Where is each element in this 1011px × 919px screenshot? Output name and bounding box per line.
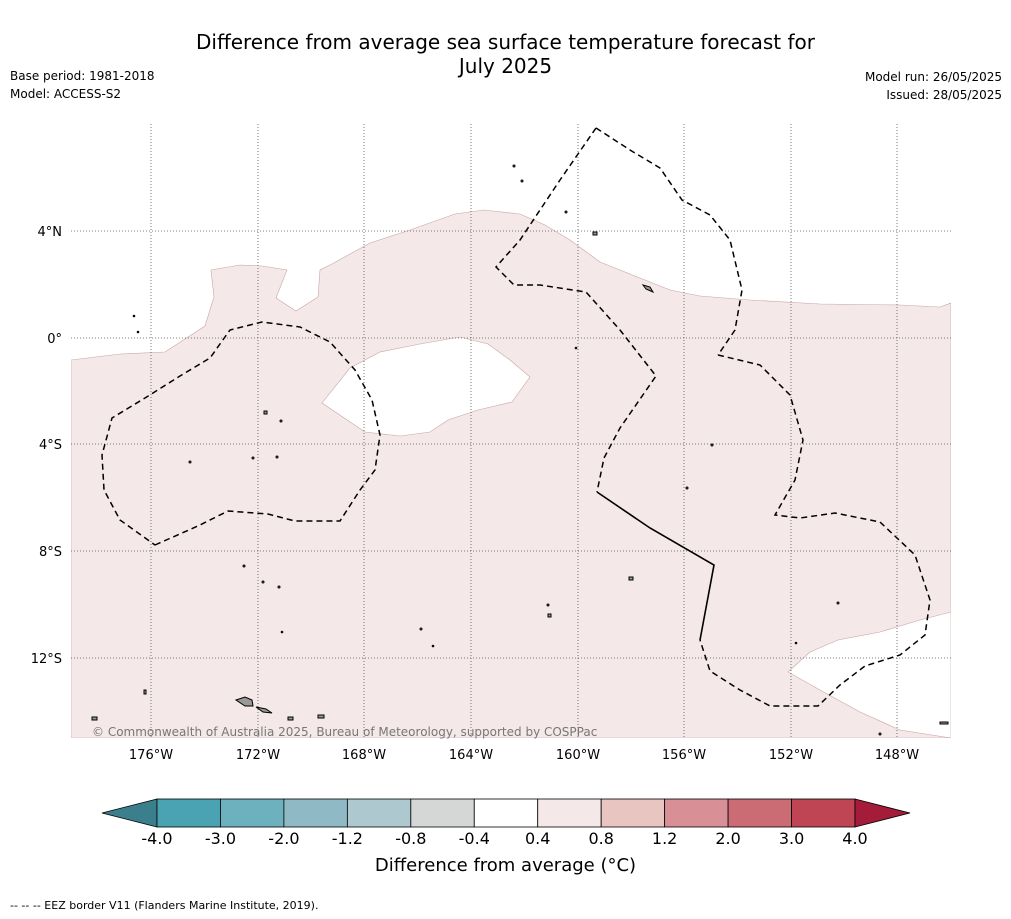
lat-label: 4°N — [38, 225, 63, 240]
issued-date: Issued: 28/05/2025 — [886, 88, 1002, 102]
eez-border-east — [699, 354, 931, 707]
lon-label: 148°W — [875, 748, 919, 763]
islands — [91, 164, 949, 736]
colorbar-cell — [283, 798, 348, 828]
graticule — [71, 124, 951, 738]
colorbar-tick-label: -0.8 — [395, 829, 426, 848]
title-line-1: Difference from average sea surface temp… — [195, 30, 815, 54]
colorbar-tick-label: -4.0 — [141, 829, 172, 848]
colorbar-cell — [664, 798, 729, 828]
anomaly-positive-area — [71, 209, 951, 738]
samoa-island-2 — [255, 706, 273, 714]
meta-right: Model run: 26/05/2025 Issued: 28/05/2025 — [865, 68, 1002, 104]
colorbar-tick-label: -1.2 — [332, 829, 363, 848]
colorbar-cell — [220, 798, 285, 828]
lon-label: 168°W — [342, 748, 386, 763]
meta-left: Base period: 1981-2018 Model: ACCESS-S2 — [10, 67, 155, 103]
eez-solid-border — [596, 491, 715, 641]
colorbar-cell — [791, 798, 856, 828]
colorbar-cells — [101, 798, 911, 828]
colorbar-cell — [600, 798, 666, 828]
colorbar-extend-min — [101, 798, 158, 828]
colorbar: -4.0 -3.0 -2.0 -1.2 -0.8 -0.4 0.4 0.8 1.2 2.0 3.0 4… — [101, 798, 911, 848]
colorbar-extend-max — [854, 798, 911, 828]
lon-label: 164°W — [449, 748, 493, 763]
anomaly-field — [71, 209, 951, 738]
colorbar-tick-label: -2.0 — [268, 829, 299, 848]
colorbar-tick-label: 0.4 — [525, 829, 550, 848]
colorbar-cell — [156, 798, 221, 828]
base-period: Base period: 1981-2018 — [10, 69, 155, 83]
lon-label: 176°W — [129, 748, 173, 763]
colorbar-tick-label: -0.4 — [459, 829, 490, 848]
lon-label: 172°W — [236, 748, 280, 763]
lat-label: 4°S — [39, 438, 62, 453]
colorbar-tick-label: -3.0 — [205, 829, 236, 848]
lat-label: 8°S — [39, 545, 62, 560]
longitude-labels: 176°W 172°W 168°W 164°W 160°W 156°W 152°… — [129, 748, 919, 763]
colorbar-cell — [727, 798, 792, 828]
colorbar-cell — [537, 798, 602, 828]
eez-footnote: -- -- -- EEZ border V11 (Flanders Marine… — [10, 899, 319, 912]
eez-border-west — [101, 321, 381, 546]
colorbar-tick-labels: -4.0 -3.0 -2.0 -1.2 -0.8 -0.4 0.4 0.8 1.2 2.0 3.0 4… — [141, 829, 867, 848]
model-name: Model: ACCESS-S2 — [10, 87, 122, 101]
colorbar-tick-label: 2.0 — [715, 829, 740, 848]
model-run: Model run: 26/05/2025 — [864, 70, 1002, 84]
map-title: Difference from average sea surface temp… — [0, 30, 1011, 78]
eez-border-north — [595, 127, 743, 356]
lat-label: 12°S — [31, 652, 62, 667]
colorbar-title: Difference from average (°C) — [374, 855, 637, 876]
lon-label: 152°W — [769, 748, 813, 763]
colorbar-cell — [410, 798, 475, 828]
colorbar-cell — [346, 798, 412, 828]
latitude-labels: 4°N 0° 4°S 8°S 12°S — [31, 225, 62, 667]
lat-label: 0° — [47, 332, 62, 347]
eez-borders — [101, 127, 931, 707]
lon-label: 156°W — [662, 748, 706, 763]
colorbar-cell — [473, 798, 539, 828]
atoll-1 — [641, 284, 655, 294]
copyright-text: © Commonwealth of Australia 2025, Bureau… — [92, 725, 597, 739]
colorbar-tick-label: 1.2 — [652, 829, 677, 848]
lon-label: 160°W — [556, 748, 600, 763]
colorbar-tick-label: 4.0 — [842, 829, 867, 848]
colorbar-tick-label: 3.0 — [779, 829, 804, 848]
eez-border-center — [494, 127, 657, 493]
samoa-island-1 — [234, 696, 254, 707]
colorbar-tick-label: 0.8 — [588, 829, 613, 848]
title-line-2: July 2025 — [458, 54, 553, 78]
